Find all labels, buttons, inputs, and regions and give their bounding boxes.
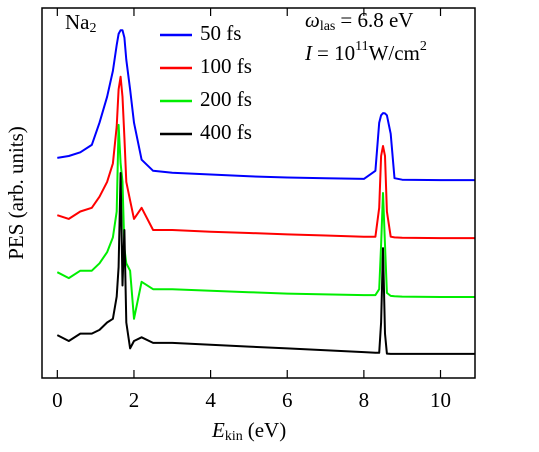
- annotation-part: I: [304, 41, 313, 65]
- series-line: [56, 123, 475, 320]
- annotation-part: W/cm: [369, 41, 420, 65]
- x-axis-label: Ekin (eV): [211, 418, 286, 444]
- annotation-part: 2: [420, 39, 427, 54]
- x-axis-label-part: kin: [225, 429, 243, 444]
- annotation: I = 1011W/cm2: [304, 39, 427, 65]
- annotation-part: = 10: [317, 41, 355, 65]
- x-axis-label-part: E: [211, 418, 225, 442]
- legend-label: 200 fs: [200, 87, 252, 111]
- annotation-part: ω: [305, 8, 320, 32]
- legend-label: 400 fs: [200, 120, 252, 144]
- x-tick-label: 10: [430, 388, 451, 412]
- x-axis-label-part: (eV): [248, 418, 286, 442]
- annotation: Na2: [65, 10, 97, 36]
- annotation-part: 11: [355, 39, 368, 54]
- legend-label: 100 fs: [200, 54, 252, 78]
- x-tick-label: 6: [282, 388, 293, 412]
- y-axis-label: PES (arb. units): [4, 126, 28, 260]
- legend-label: 50 fs: [200, 21, 241, 45]
- series-line: [56, 75, 475, 240]
- annotation-part: las: [320, 19, 336, 34]
- annotation-part: = 6.8 eV: [340, 8, 413, 32]
- x-tick-label: 8: [359, 388, 370, 412]
- annotation-part: Na: [65, 10, 90, 34]
- x-tick-label: 2: [129, 388, 140, 412]
- annotation-part: 2: [90, 21, 97, 36]
- series-line: [56, 172, 475, 355]
- annotation: ωlas = 6.8 eV: [305, 8, 413, 34]
- series-line: [57, 29, 475, 182]
- x-tick-label: 0: [52, 388, 63, 412]
- x-tick-label: 4: [205, 388, 216, 412]
- plot-frame: [41, 7, 476, 379]
